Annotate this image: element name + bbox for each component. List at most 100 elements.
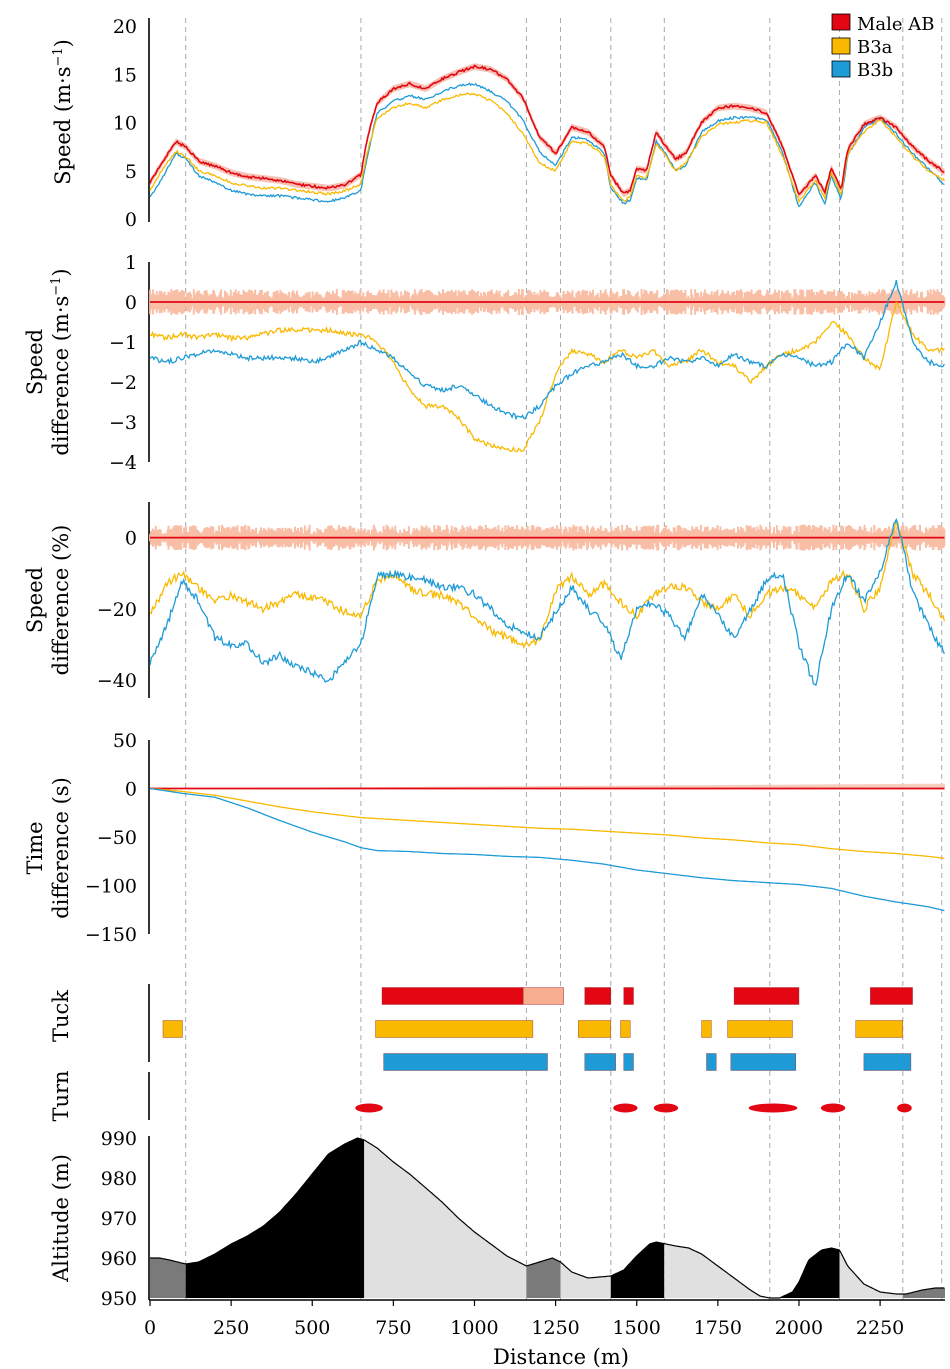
speed-diff-tick-0: 1 [125,252,137,274]
speed-diff-ylabel-2-text: difference (m·s [49,296,73,456]
tuck-bar-b3b-5 [863,1053,912,1071]
speed-diff-ylabel-1: Speed [23,329,47,395]
speed-pct-tick-2: −40 [97,670,137,692]
speed-diff-tick-4: −3 [109,412,137,434]
tuck-bar-male-ab-5 [870,987,913,1005]
tuck-bar-b3b-3 [706,1053,717,1071]
x-tick-label-9: 2250 [856,1317,904,1339]
tuck-bar-b3a-0 [162,1020,183,1038]
series-b3a-line [149,520,946,650]
speed-pct-ticks: 0 −20 −40 [97,528,137,693]
altitude-panel: Altitude (m) 950 960 970 980 990 [49,1128,945,1310]
tuck-bar-male-ab-3 [623,987,634,1005]
turn-marker-4 [820,1103,846,1113]
x-axis-ticks: 0 250 500 750 1000 1250 1500 1750 2000 2250 [144,1300,904,1339]
tuck-bar-male-ab-2 [584,987,611,1005]
x-axis-label: Distance (m) [493,1345,629,1369]
turn-marker-2 [653,1103,679,1113]
speed-diff-ticks: 1 0 −1 −2 −3 −4 [109,252,137,474]
time-diff-panel: Time difference (s) 50 0 −50 −100 −150 [23,730,945,946]
speed-pct-ylabel-2: difference (%) [49,525,73,676]
x-tick-label-6: 1500 [613,1317,661,1339]
altitude-segment-7 [769,1248,840,1298]
x-tick-label-1: 250 [213,1317,249,1339]
speed-pct-ylabel-1: Speed [23,567,47,633]
tuck-bar-b3b-0 [383,1053,548,1071]
time-diff-series [149,783,945,912]
speed-panel: Speed (m·s−1) 0 5 10 15 20 [51,16,945,231]
altitude-segment-2 [364,1140,527,1298]
series-b3a-line [149,92,945,204]
speed-diff-ylabel-sup: −1 [49,277,64,296]
altitude-segment-1 [185,1138,365,1298]
speed-ylabel-sup: −1 [51,47,66,66]
altitude-segment-5 [610,1242,665,1298]
speed-ticks: 0 5 10 15 20 [113,16,137,231]
speed-diff-series [149,279,946,453]
tuck-bar-b3a-4 [701,1020,712,1038]
speed-tick-1: 5 [125,161,137,183]
speed-pct-tick-0: 0 [125,528,137,550]
speed-ylabel-text: Speed (m·s [51,67,75,185]
time-diff-tick-0: 50 [113,730,137,752]
altitude-tick-3: 980 [101,1168,137,1190]
speed-diff-tick-1: 0 [125,292,137,314]
time-diff-tick-2: −50 [97,827,137,849]
legend-label-b3b: B3b [857,60,893,81]
speed-diff-ylabel-tail: ) [49,268,73,276]
time-diff-tick-1: 0 [125,779,137,801]
speed-pct-panel: Speed difference (%) 0 −20 −40 [23,517,946,693]
turn-marker-3 [748,1103,798,1113]
turn-marker-1 [613,1103,638,1113]
altitude-tick-0: 950 [101,1288,137,1310]
legend-label-male-ab: Male AB [857,14,935,35]
x-tick-label-3: 750 [375,1317,411,1339]
speed-ylabel: Speed (m·s−1) [51,39,75,185]
tuck-bar-b3b-2 [623,1053,634,1071]
legend: Male AB B3a B3b [831,13,935,81]
tuck-ylabel: Tuck [49,990,73,1042]
legend-label-b3a: B3a [857,37,893,58]
altitude-segment-4 [560,1262,611,1298]
time-diff-ylabel-1: Time [23,821,47,874]
speed-pct-tick-1: −20 [97,599,137,621]
series-b3a-line [149,787,945,859]
speed-diff-tick-2: −1 [109,332,137,354]
turn-panel: Turn [49,1070,912,1122]
speed-diff-tick-5: −4 [109,452,137,474]
altitude-tick-2: 970 [101,1208,137,1230]
turn-markers [355,1103,912,1113]
tuck-bar-male-ab-4 [733,987,800,1005]
series-b3b-line [149,787,945,912]
altitude-tick-4: 990 [101,1128,137,1150]
speed-diff-tick-3: −2 [109,372,137,394]
series-b3b-line [149,279,945,421]
speed-diff-panel: Speed difference (m·s−1) 10−1−2−3−4 [23,252,946,474]
speed-series [149,63,945,208]
series-b3a-line [149,301,945,453]
tuck-bar-b3b-4 [730,1053,796,1071]
x-tick-label-0: 0 [144,1317,156,1339]
section-dividers [185,18,943,1300]
tuck-bar-b3b-1 [584,1053,616,1071]
male-ab-variance-band [150,63,945,199]
tuck-bars [162,987,913,1071]
altitude-segment-0 [150,1258,186,1298]
altitude-segment-9 [902,1288,945,1298]
tuck-bar-male-ab-1 [522,987,564,1005]
x-tick-label-4: 1000 [450,1317,498,1339]
altitude-profile-line [150,1137,945,1299]
speed-diff-ylabel-2: difference (m·s−1) [49,268,73,455]
altitude-segment-6 [664,1243,770,1298]
speed-tick-0: 0 [125,209,137,231]
speed-ylabel-tail: ) [51,39,75,47]
tuck-bar-b3a-3 [620,1020,631,1038]
altitude-tick-1: 960 [101,1248,137,1270]
speed-tick-4: 20 [113,16,137,38]
series-male-ab-line [149,64,945,196]
legend-swatch-male-ab [831,13,851,31]
tuck-bar-b3a-2 [578,1020,611,1038]
tuck-bar-b3a-5 [727,1020,793,1038]
altitude-segment-8 [839,1250,903,1298]
